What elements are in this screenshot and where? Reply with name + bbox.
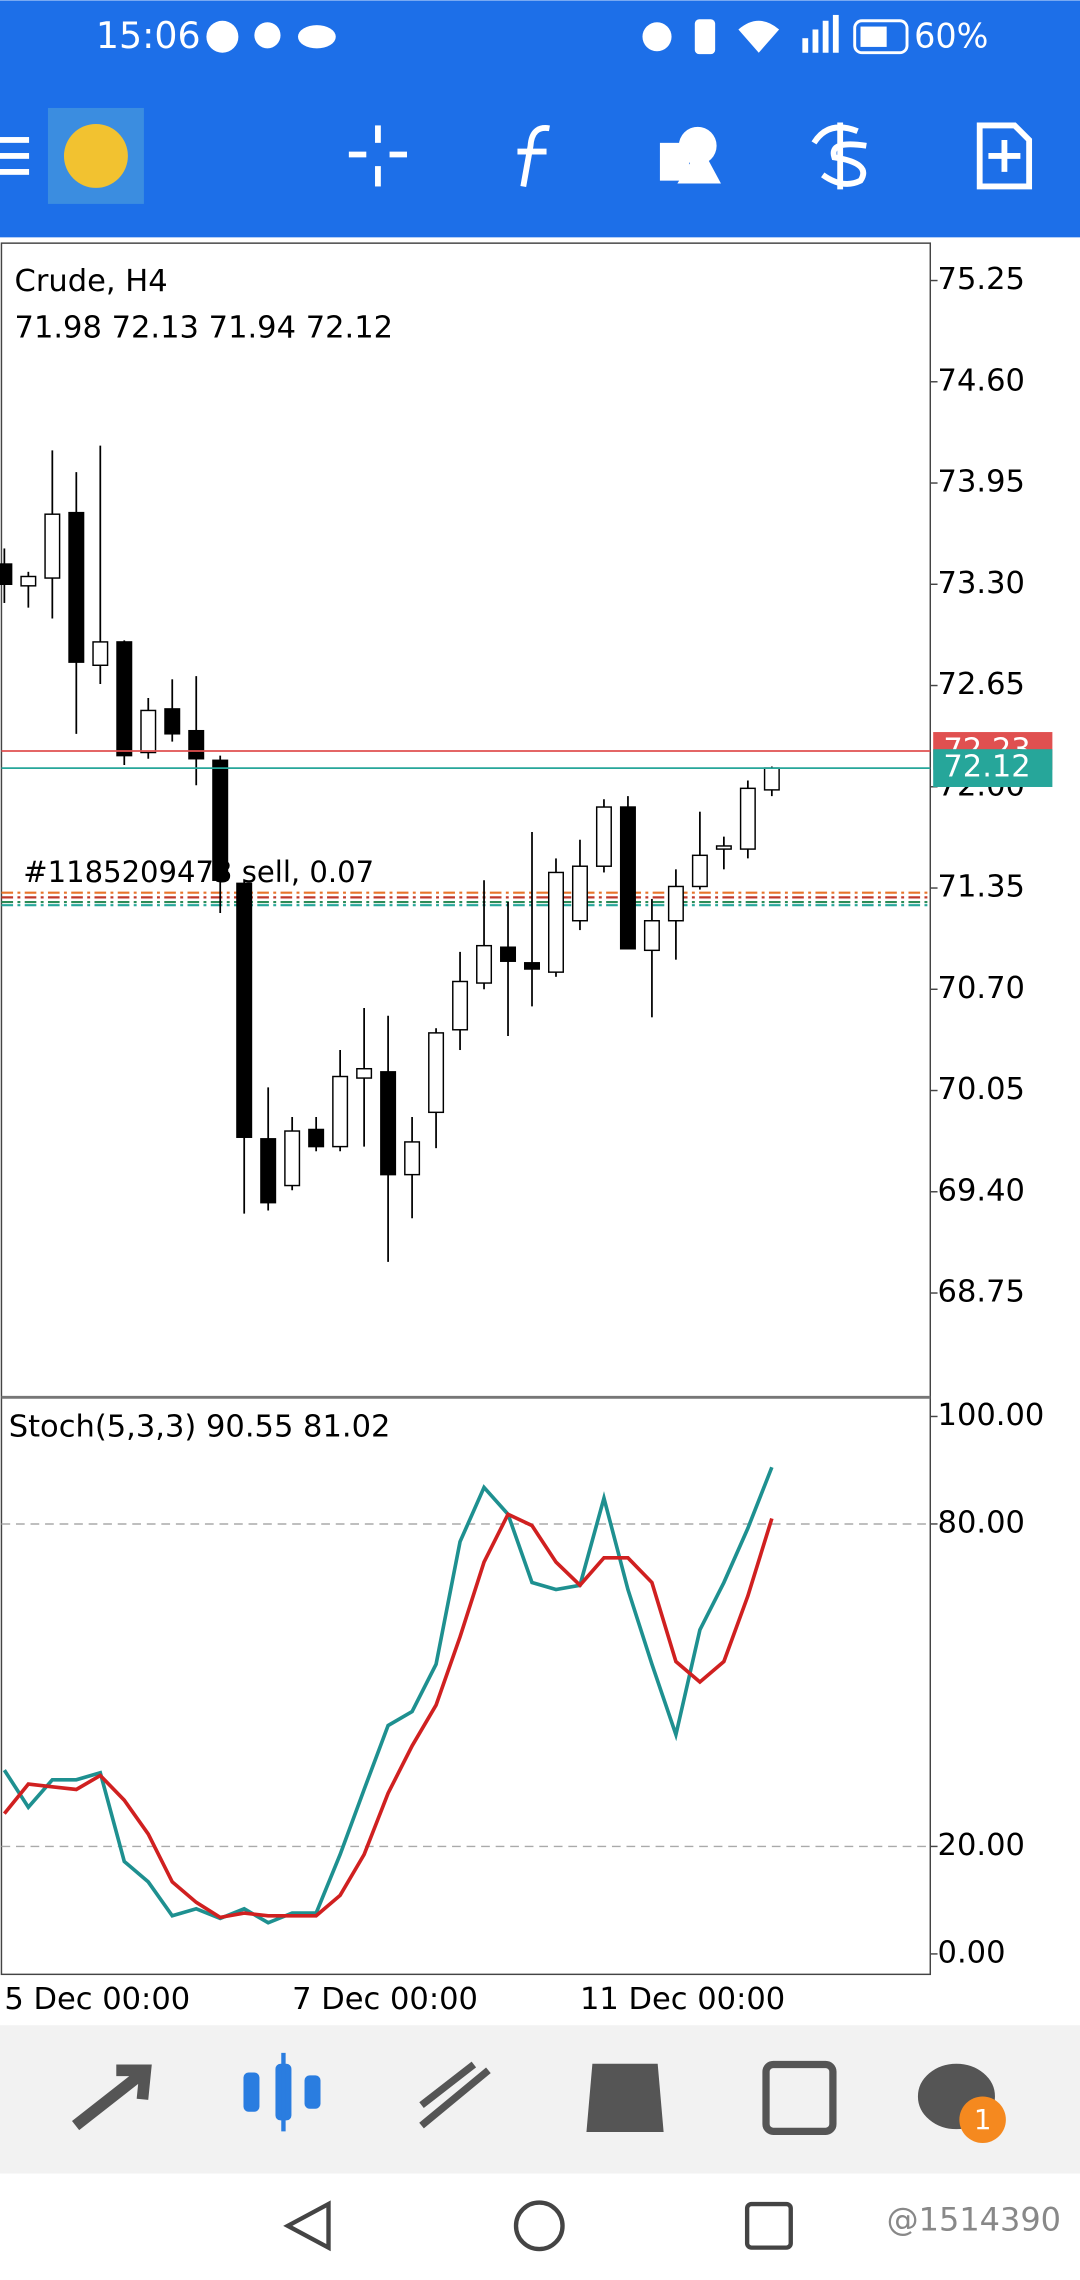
candle-body xyxy=(763,767,780,791)
chart-title: Crude, H4 xyxy=(15,264,168,299)
candle-body xyxy=(188,729,205,760)
candle-body xyxy=(739,787,756,850)
candle-body xyxy=(0,563,13,586)
y-tick-label: 69.40 xyxy=(938,1173,1025,1208)
candle-body xyxy=(380,1071,397,1176)
candle-body xyxy=(404,1141,421,1176)
y-tick-label: 100.00 xyxy=(938,1398,1045,1433)
y-tick-label: 73.30 xyxy=(938,566,1025,601)
y-tick-label: 73.95 xyxy=(938,465,1025,500)
y-tick-label: 71.35 xyxy=(938,870,1025,905)
candle-body xyxy=(619,806,636,950)
battery: 60% xyxy=(914,17,988,56)
candle-body xyxy=(308,1128,325,1148)
candle-body xyxy=(643,920,660,952)
candle-body xyxy=(140,709,157,754)
history-tab[interactable] xyxy=(586,2063,664,2133)
news-tab[interactable] xyxy=(762,2060,837,2135)
trade-button[interactable] xyxy=(811,122,867,190)
candle-body xyxy=(284,1130,301,1187)
x-tick-label: 5 Dec 00:00 xyxy=(4,1982,190,2017)
recents-button[interactable] xyxy=(744,2201,793,2250)
candle-body xyxy=(452,980,469,1031)
y-tick-label: 70.05 xyxy=(938,1072,1025,1107)
y-tick-label: 0.00 xyxy=(938,1935,1006,1970)
status-time: 15:06 xyxy=(96,14,201,57)
chart-frame xyxy=(0,242,932,1976)
y-tick-label: 20.00 xyxy=(938,1828,1025,1863)
candle-body xyxy=(260,1138,277,1204)
candle-body xyxy=(356,1067,373,1079)
candle-body xyxy=(236,882,253,1138)
candle-body xyxy=(20,575,37,587)
trade-tab[interactable] xyxy=(419,2061,491,2129)
y-tick-label: 70.70 xyxy=(938,971,1025,1006)
header-bg xyxy=(0,0,1080,238)
candle-body xyxy=(524,962,540,970)
order-label: #1185209473 sell, 0.07 xyxy=(23,855,374,889)
candle-body xyxy=(332,1075,349,1148)
candle-body xyxy=(595,806,612,867)
y-tick-label: 74.60 xyxy=(938,363,1025,398)
bid-line-tag xyxy=(933,749,1053,787)
candle-body xyxy=(691,854,708,888)
y-tick-label: 80.00 xyxy=(938,1505,1025,1540)
watermark: @1514390 xyxy=(887,2200,1061,2238)
ohlc-readout: 71.98 72.13 71.94 72.12 xyxy=(15,310,394,345)
y-tick-label: 75.25 xyxy=(938,262,1025,297)
candle-body xyxy=(571,865,588,922)
candle-body xyxy=(68,511,85,663)
home-button[interactable] xyxy=(513,2200,565,2252)
menu-button[interactable] xyxy=(0,137,30,175)
x-tick-label: 11 Dec 00:00 xyxy=(580,1982,785,2017)
status-icons xyxy=(206,14,839,55)
new-order-button[interactable] xyxy=(976,122,1033,190)
y-tick-label: 72.65 xyxy=(938,667,1025,702)
stoch-title: Stoch(5,3,3) 90.55 81.02 xyxy=(9,1409,391,1444)
candle-body xyxy=(44,513,61,579)
stoch-line xyxy=(2,1511,774,1920)
badge-bg xyxy=(959,2096,1006,2143)
candle-body xyxy=(476,944,493,984)
bottom-nav xyxy=(0,2025,1080,2174)
app-logo-mark xyxy=(63,123,128,188)
candle-body xyxy=(667,885,684,922)
candle-body xyxy=(212,759,229,881)
crosshair-button[interactable] xyxy=(348,125,407,187)
back-button[interactable] xyxy=(283,2200,331,2252)
battery-level xyxy=(860,26,887,47)
badge: 1 xyxy=(974,2103,992,2136)
indicators-button[interactable] xyxy=(517,125,550,187)
candle-body xyxy=(116,641,133,757)
objects-button[interactable] xyxy=(659,126,721,184)
candle-body xyxy=(500,946,517,962)
battery-icon xyxy=(853,19,909,55)
candle-body xyxy=(428,1032,445,1114)
x-tick-label: 7 Dec 00:00 xyxy=(292,1982,478,2017)
candle-body xyxy=(164,708,181,735)
bid-line-label: 72.12 xyxy=(943,750,1030,785)
candle-body xyxy=(547,871,564,973)
quotes-tab[interactable] xyxy=(72,2064,152,2131)
candle-body xyxy=(92,641,109,667)
chart-tab[interactable] xyxy=(243,2052,321,2132)
candle-body xyxy=(715,845,732,850)
stoch-line xyxy=(2,1466,774,1925)
y-tick-label: 68.75 xyxy=(938,1275,1025,1310)
